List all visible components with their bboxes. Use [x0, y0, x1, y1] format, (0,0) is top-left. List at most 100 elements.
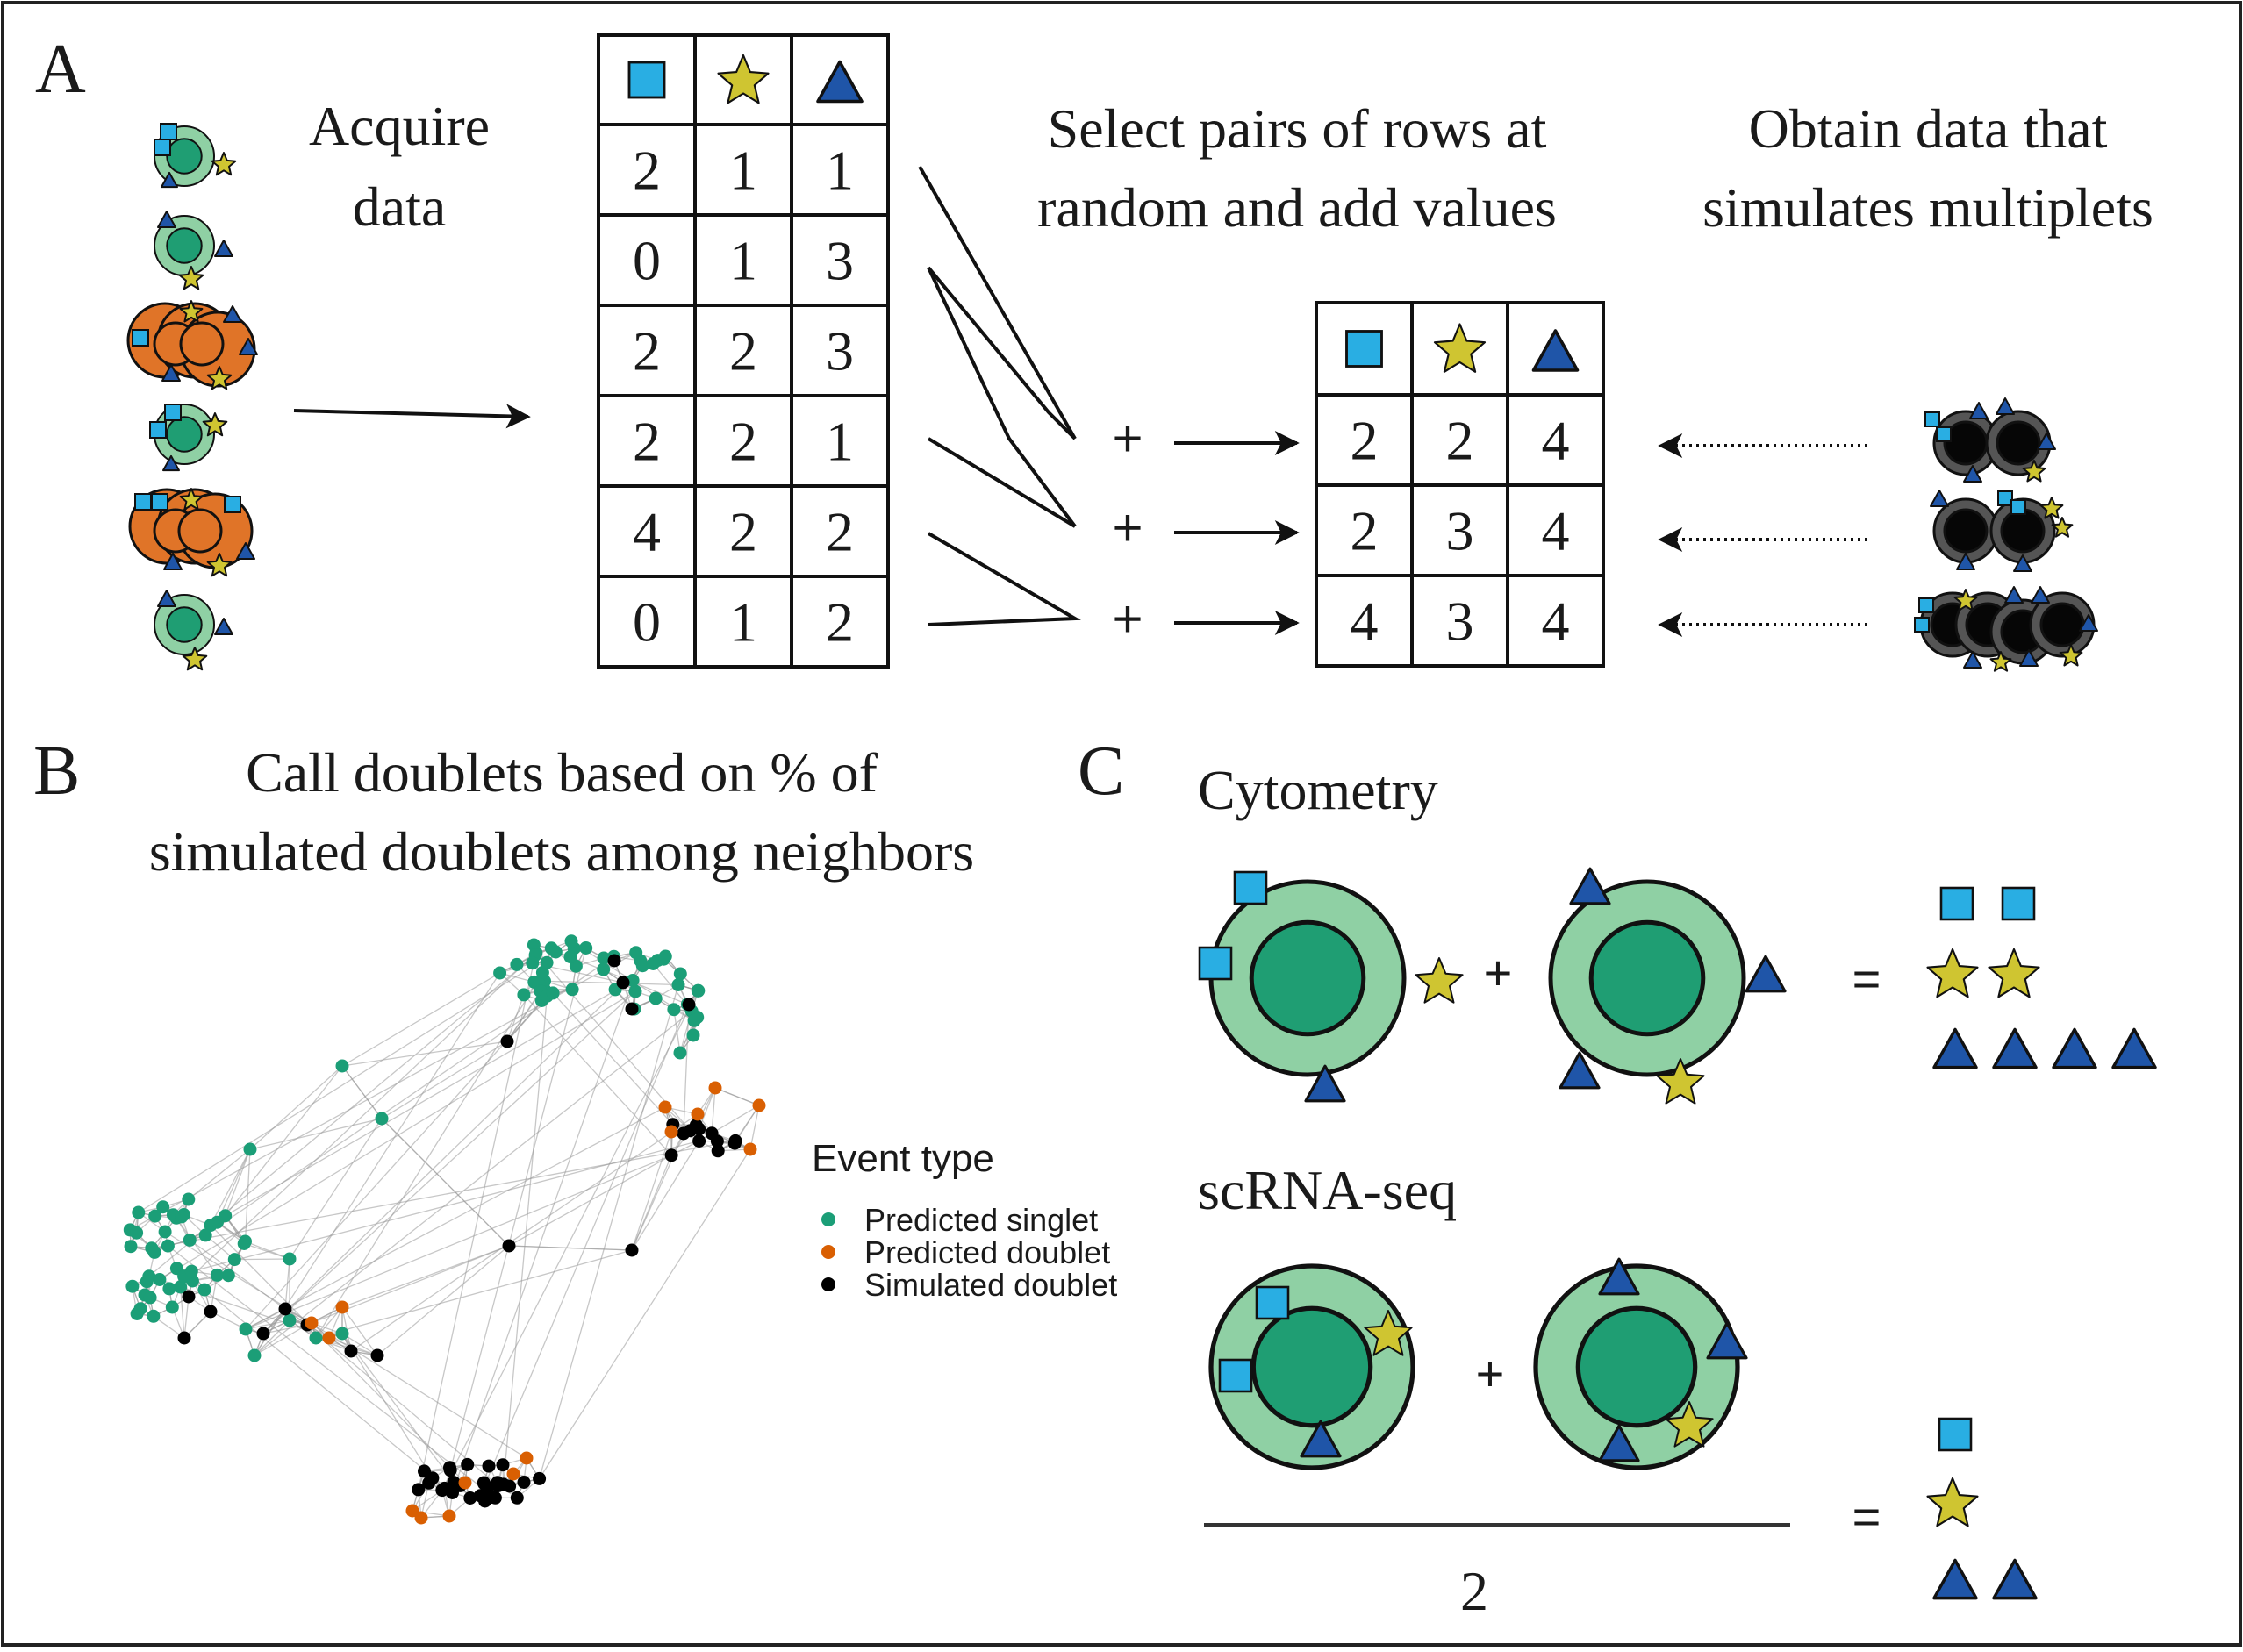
node-predicted-singlet [153, 1273, 166, 1286]
node-predicted-singlet [211, 1216, 224, 1229]
node-simulated-doublet [204, 1305, 218, 1319]
panel-a-letter: A [35, 31, 86, 108]
node-simulated-doublet [279, 1303, 292, 1316]
select-label-2: random and add values [1037, 176, 1557, 239]
node-predicted-singlet [183, 1234, 197, 1247]
node-simulated-doublet [683, 998, 696, 1012]
graph-edge [246, 1155, 671, 1329]
node-predicted-singlet [376, 1112, 389, 1126]
node-predicted-singlet [310, 1332, 323, 1345]
graph-edge [342, 1334, 454, 1483]
panel-b-letter: B [33, 733, 80, 810]
node-simulated-doublet [501, 1035, 514, 1048]
table-cell: 1 [729, 139, 757, 202]
node-predicted-singlet [547, 986, 560, 999]
graph-edge [342, 1041, 507, 1066]
node-predicted-doublet [753, 1099, 766, 1112]
node-predicted-doublet [443, 1510, 456, 1523]
square-icon [1919, 598, 1933, 612]
node-predicted-singlet [239, 1235, 252, 1248]
node-simulated-doublet [511, 1491, 524, 1505]
table-cell: 4 [1351, 590, 1379, 653]
node-predicted-singlet [629, 946, 642, 959]
node-simulated-doublet [712, 1144, 725, 1157]
fraction-divisor: 2 [1460, 1560, 1488, 1622]
cytometry-plus: + [1484, 945, 1513, 1000]
node-predicted-singlet [674, 1047, 687, 1060]
triangle-icon [1970, 403, 1988, 418]
node-predicted-singlet [526, 956, 539, 969]
node-simulated-doublet [626, 1244, 639, 1257]
header-square-icon [629, 62, 664, 97]
node-simulated-doublet [477, 1477, 491, 1490]
dotted-arrows [1660, 446, 1867, 625]
node-predicted-doublet [665, 1126, 678, 1139]
node-predicted-singlet [688, 1014, 701, 1027]
node-predicted-singlet [244, 1143, 257, 1156]
cytometry-equals: = [1852, 951, 1881, 1006]
node-predicted-singlet [140, 1275, 154, 1288]
graph-edge [139, 952, 556, 1212]
triangle-icon [1934, 1029, 1976, 1067]
square-icon [2003, 888, 2034, 919]
legend-label-singlet: Predicted singlet [864, 1202, 1098, 1238]
cytometry-label: Cytometry [1198, 759, 1438, 821]
graph-edge [553, 993, 673, 1125]
node-predicted-doublet [744, 1143, 757, 1156]
graph-edge [509, 1246, 632, 1250]
node-simulated-doublet [503, 1240, 516, 1253]
node-simulated-doublet [533, 1472, 546, 1485]
table-cell: 4 [633, 501, 661, 563]
node-predicted-singlet [659, 950, 672, 963]
panel-b: B Call doublets based on % of simulated … [33, 733, 1117, 1525]
scrna-cell-2 [1536, 1266, 1738, 1468]
star-icon [212, 153, 236, 175]
node-predicted-singlet [148, 1210, 161, 1223]
node-predicted-singlet [336, 1060, 349, 1073]
legend-label-predicted-doublet: Predicted doublet [864, 1234, 1110, 1270]
node-predicted-singlet [159, 1226, 172, 1239]
triangle-icon [2113, 1029, 2155, 1067]
graph-edge [382, 1119, 509, 1246]
node-predicted-singlet [130, 1226, 143, 1240]
node-predicted-doublet [507, 1468, 520, 1481]
node-predicted-singlet [493, 967, 506, 980]
graph-edge [246, 1107, 665, 1329]
graph-edge [263, 991, 635, 1334]
node-predicted-singlet [185, 1265, 198, 1278]
table-cell: 2 [826, 501, 854, 563]
knn-graph-edges [130, 941, 759, 1518]
panel-b-title-2: simulated doublets among neighbors [149, 820, 974, 883]
node-predicted-doublet [520, 1452, 534, 1465]
node-predicted-singlet [125, 1240, 138, 1253]
triangle-icon [1934, 1560, 1976, 1598]
square-icon [1257, 1287, 1288, 1319]
table-cell: 4 [1542, 500, 1570, 562]
graph-edge [342, 973, 500, 1066]
star-icon [1928, 949, 1978, 997]
square-icon [165, 404, 181, 420]
node-simulated-doublet [706, 1126, 719, 1140]
table-cell: 2 [633, 139, 661, 202]
square-icon [1939, 1419, 1971, 1450]
node-simulated-doublet [491, 1476, 504, 1489]
star-icon [1989, 949, 2039, 997]
table-cell: 3 [826, 320, 854, 383]
node-simulated-doublet [446, 1486, 459, 1499]
graph-edge [316, 1250, 632, 1338]
obtain-label-2: simulates multiplets [1702, 176, 2153, 239]
plus-3: + [1112, 590, 1143, 648]
legend-swatch-predicted-doublet [821, 1245, 835, 1259]
node-predicted-doublet [459, 1477, 472, 1490]
table-cell: 1 [826, 139, 854, 202]
table-cell: 4 [1542, 410, 1570, 472]
table-cell: 2 [1446, 410, 1474, 472]
graph-edge [453, 981, 634, 1493]
table-cell: 2 [1351, 500, 1379, 562]
node-simulated-doublet [483, 1460, 496, 1473]
acquire-label-1: Acquire [309, 95, 490, 157]
node-predicted-singlet [541, 956, 554, 969]
triangle-icon [1994, 1029, 2036, 1067]
table-cell: 2 [1351, 410, 1379, 472]
